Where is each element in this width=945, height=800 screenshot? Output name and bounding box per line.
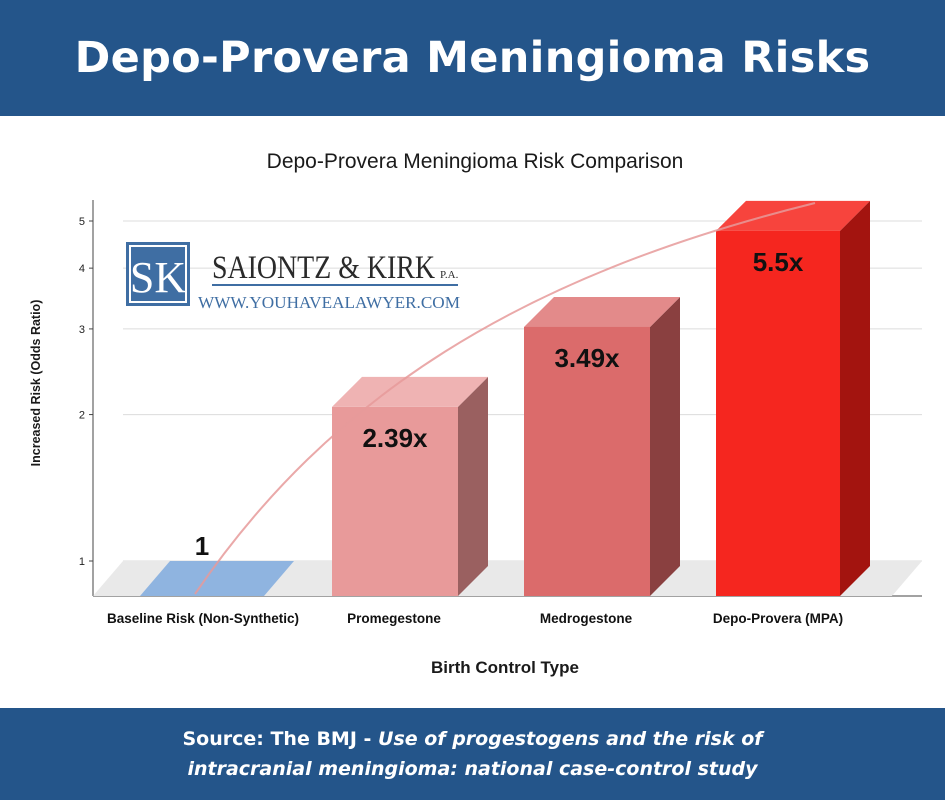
bar-value-label-1: 2.39x (362, 423, 428, 453)
bars: 1 2.39x 3.49x 5.5x (140, 200, 870, 596)
bar-front-1 (332, 406, 458, 596)
y-axis-label: Increased Risk (Odds Ratio) (29, 300, 43, 467)
y-ticks: 1 2 3 4 5 (79, 216, 93, 568)
bar-side-1 (458, 376, 488, 596)
bar-2: 3.49x (524, 296, 680, 596)
bar-front-3 (716, 230, 840, 596)
bar-value-label-3: 5.5x (753, 247, 804, 277)
source-line-2: intracranial meningioma: national case-c… (187, 754, 757, 784)
x-tick-label-0: Baseline Risk (Non-Synthetic) (107, 611, 299, 626)
bar-value-label-2: 3.49x (554, 343, 620, 373)
logo-url: WWW.YOUHAVEALAWYER.COM (198, 293, 460, 312)
bar-chart: Depo-Provera Meningioma Risk Comparison … (29, 150, 922, 677)
logo-monogram: SK (130, 253, 186, 302)
source-footer: Source: The BMJ - Use of progestogens an… (0, 708, 945, 800)
x-tick-label-1: Promegestone (347, 611, 441, 626)
header-banner: Depo-Provera Meningioma Risks (0, 0, 945, 116)
page-title: Depo-Provera Meningioma Risks (74, 33, 871, 83)
y-tick-label-3: 4 (79, 263, 85, 275)
chart-area: Depo-Provera Meningioma Risk Comparison … (0, 116, 945, 708)
x-axis-label: Birth Control Type (431, 658, 579, 677)
logo-firm-name: SAIONTZ & KIRK (212, 250, 435, 286)
bar-front-2 (524, 326, 650, 596)
bar-3: 5.5x (716, 200, 870, 596)
y-tick-label-4: 5 (79, 216, 85, 228)
bar-top-2 (524, 296, 680, 327)
trend-curve (194, 202, 816, 595)
floor-plane (93, 561, 922, 596)
source-title-part-1: Use of progestogens and the risk of (378, 728, 763, 750)
trend-line (194, 202, 816, 595)
y-tick-label-2: 3 (79, 324, 85, 336)
bar-side-2 (650, 296, 680, 596)
bar-face-0 (140, 561, 294, 596)
logo-suffix: P.A. (440, 269, 459, 281)
bar-1: 2.39x (332, 376, 488, 596)
x-tick-label-3: Depo-Provera (MPA) (713, 611, 843, 626)
bar-top-3 (716, 200, 870, 231)
x-tick-label-2: Medrogestone (540, 611, 633, 626)
logo-monogram-box (126, 242, 190, 306)
bar-side-3 (840, 200, 870, 596)
bar-0: 1 (140, 531, 294, 596)
source-line-1: Source: The BMJ - Use of progestogens an… (182, 724, 762, 754)
firm-logo: SK SAIONTZ & KIRK P.A. WWW.YOUHAVEALAWYE… (126, 242, 460, 312)
bar-top-1 (332, 376, 488, 407)
source-title-part-2: intracranial meningioma: national case-c… (187, 758, 758, 780)
x-tick-labels: Baseline Risk (Non-Synthetic) Promegeston… (107, 611, 843, 626)
bar-value-label-0: 1 (195, 531, 209, 561)
y-tick-label-0: 1 (79, 556, 85, 568)
chart-title: Depo-Provera Meningioma Risk Comparison (267, 150, 684, 173)
source-prefix: Source: The BMJ - (182, 728, 379, 750)
chart-floor (93, 561, 922, 596)
y-tick-label-1: 2 (79, 410, 85, 422)
